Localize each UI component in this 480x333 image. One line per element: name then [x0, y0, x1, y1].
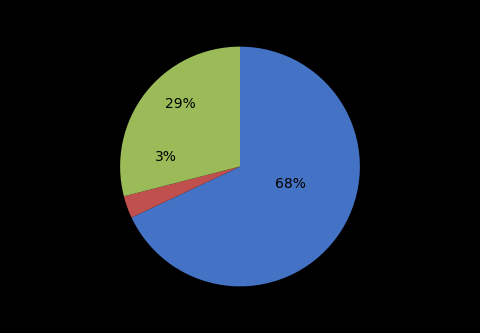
Text: 3%: 3%	[155, 150, 177, 164]
Wedge shape	[132, 47, 360, 286]
Text: 29%: 29%	[165, 97, 195, 111]
Text: 68%: 68%	[275, 177, 306, 191]
Wedge shape	[120, 47, 240, 196]
Wedge shape	[124, 166, 240, 217]
